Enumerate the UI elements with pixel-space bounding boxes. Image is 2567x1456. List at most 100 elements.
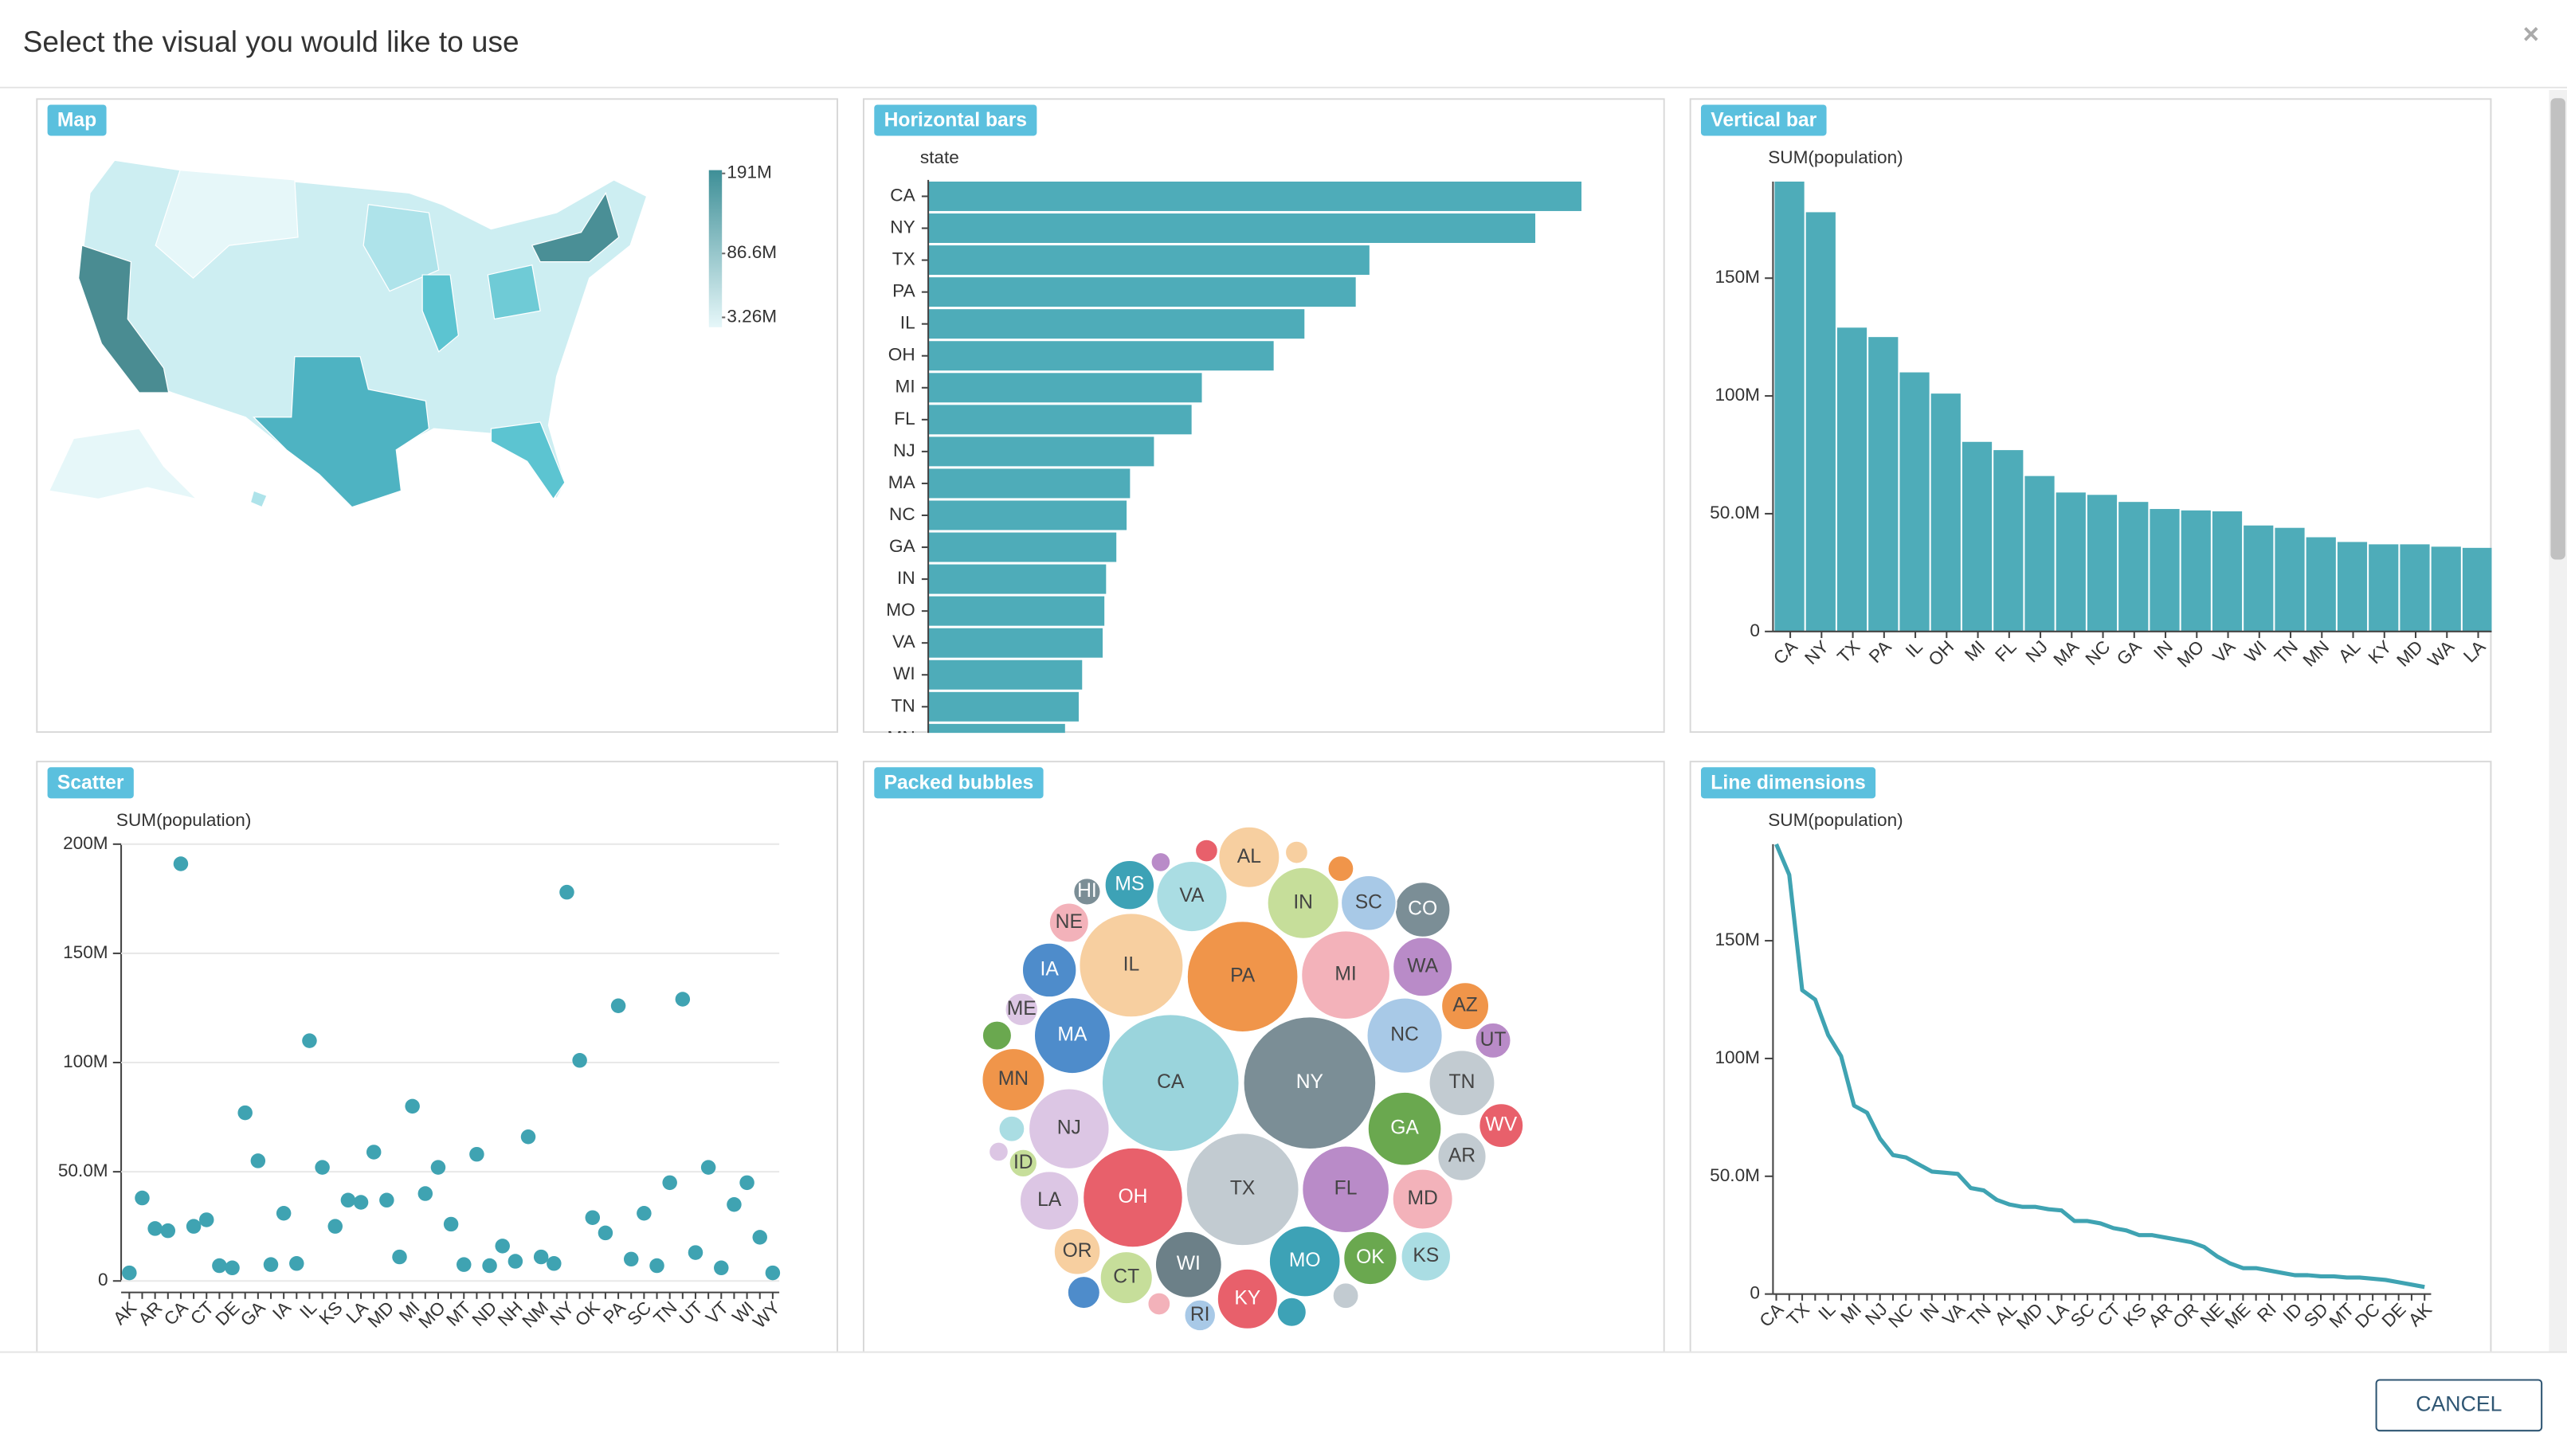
bubble-label: LA	[1037, 1189, 1062, 1211]
scrollbar-thumb[interactable]	[2550, 98, 2565, 560]
point	[225, 1260, 240, 1276]
bubble	[1440, 981, 1491, 1031]
bubble-label: CA	[1157, 1071, 1185, 1093]
bubble-label: OK	[1356, 1247, 1385, 1268]
bar	[928, 500, 1127, 530]
bar	[2118, 502, 2149, 632]
visual-title: Vertical bar	[1711, 110, 1816, 131]
bubble	[1331, 1282, 1360, 1310]
bubble-label: AL	[1237, 846, 1261, 867]
chart: 191M 86.6M 3.26M	[48, 159, 777, 508]
bubble	[1146, 1291, 1172, 1317]
bubble-label: NE	[1056, 911, 1083, 933]
bar	[2150, 509, 2180, 632]
bar	[2337, 542, 2368, 632]
bar	[928, 341, 1274, 371]
bar	[928, 723, 1065, 734]
bar	[2400, 544, 2430, 632]
bar	[928, 628, 1103, 658]
y-tick-label: FL	[894, 409, 915, 429]
bubble-label: VA	[1179, 885, 1205, 906]
bubble	[1478, 1102, 1525, 1149]
y-tick-label: 150M	[1715, 930, 1759, 949]
y-tick-label: 100M	[63, 1051, 108, 1071]
visual-tag	[47, 104, 107, 136]
bubble-label: HI	[1077, 880, 1097, 902]
point	[572, 1053, 587, 1068]
visual-option[interactable]: 191M 86.6M 3.26M Map	[36, 98, 839, 734]
visual-title: Map	[57, 110, 96, 131]
bubble	[1052, 1227, 1102, 1276]
dialog-title: Select the visual you would like to use	[23, 25, 519, 58]
visual-title: Packed bubbles	[884, 772, 1034, 793]
y-tick-label: TN	[892, 695, 915, 715]
close-button[interactable]: ×	[2523, 18, 2539, 49]
bar	[1868, 337, 1899, 632]
bar	[1805, 212, 1836, 632]
bubble	[1327, 855, 1355, 883]
legend-label: 3.26M	[727, 306, 777, 326]
point	[173, 856, 189, 871]
bubble	[1428, 1049, 1496, 1117]
point	[405, 1098, 420, 1114]
bubble-label: IL	[1123, 953, 1140, 975]
point	[353, 1195, 369, 1210]
point	[186, 1219, 202, 1234]
visual-tag	[874, 767, 1044, 799]
visual-title: Line dimensions	[1711, 772, 1865, 793]
point	[495, 1239, 510, 1254]
point	[700, 1160, 716, 1175]
bubble-label: MI	[1334, 964, 1356, 985]
visual-option[interactable]: CA NY TX PA IL OH MI FL NJ MA NC GA IN MO VA WI TN MN AL KY…	[862, 761, 1665, 1415]
bubble	[1078, 912, 1185, 1019]
bubble-label: AR	[1448, 1145, 1476, 1167]
bubble	[1154, 1230, 1223, 1299]
point	[340, 1192, 356, 1208]
visual-title: Scatter	[57, 772, 124, 793]
bubble-label: NY	[1296, 1071, 1323, 1093]
bubble-label: OR	[1063, 1240, 1092, 1262]
bubble	[1185, 1132, 1300, 1247]
y-tick-label: MA	[888, 472, 916, 492]
cancel-button[interactable]	[2375, 1379, 2543, 1432]
bubble-label: RI	[1190, 1304, 1210, 1325]
bar	[2306, 537, 2336, 632]
point	[379, 1192, 394, 1208]
bar	[2212, 511, 2243, 632]
bubble-label: NJ	[1057, 1117, 1081, 1139]
bubble	[1072, 877, 1102, 906]
bubble	[1066, 1275, 1101, 1310]
point	[366, 1145, 382, 1160]
bubble	[1216, 1267, 1279, 1330]
bubble-label: TN	[1449, 1071, 1476, 1093]
bar	[928, 309, 1305, 339]
y-tick-label: NY	[890, 217, 915, 237]
bubble-label: IN	[1293, 891, 1313, 913]
bar	[2462, 547, 2492, 632]
visual-title: Horizontal bars	[884, 110, 1027, 131]
y-axis-title: SUM(population)	[116, 810, 251, 830]
bar	[928, 691, 1079, 722]
bubble	[1391, 1168, 1454, 1231]
visual-option[interactable]: 050.0M100M150M200MSUM(population)AKARCAC…	[36, 761, 839, 1415]
bar	[1899, 372, 1930, 632]
bubble	[1155, 859, 1229, 933]
point	[327, 1219, 343, 1234]
bubble-label: ME	[1007, 998, 1037, 1020]
y-tick-label: 0	[98, 1270, 108, 1290]
map-region	[421, 274, 460, 353]
y-tick-label: 200M	[63, 833, 108, 853]
bubble-label: TX	[1230, 1178, 1256, 1200]
bubble	[1284, 840, 1309, 865]
map-hawaii	[249, 490, 268, 508]
point	[122, 1265, 137, 1281]
point	[469, 1146, 484, 1162]
point	[598, 1225, 613, 1241]
bubble-label: CT	[1113, 1266, 1139, 1288]
bubble-label: MN	[998, 1068, 1029, 1090]
